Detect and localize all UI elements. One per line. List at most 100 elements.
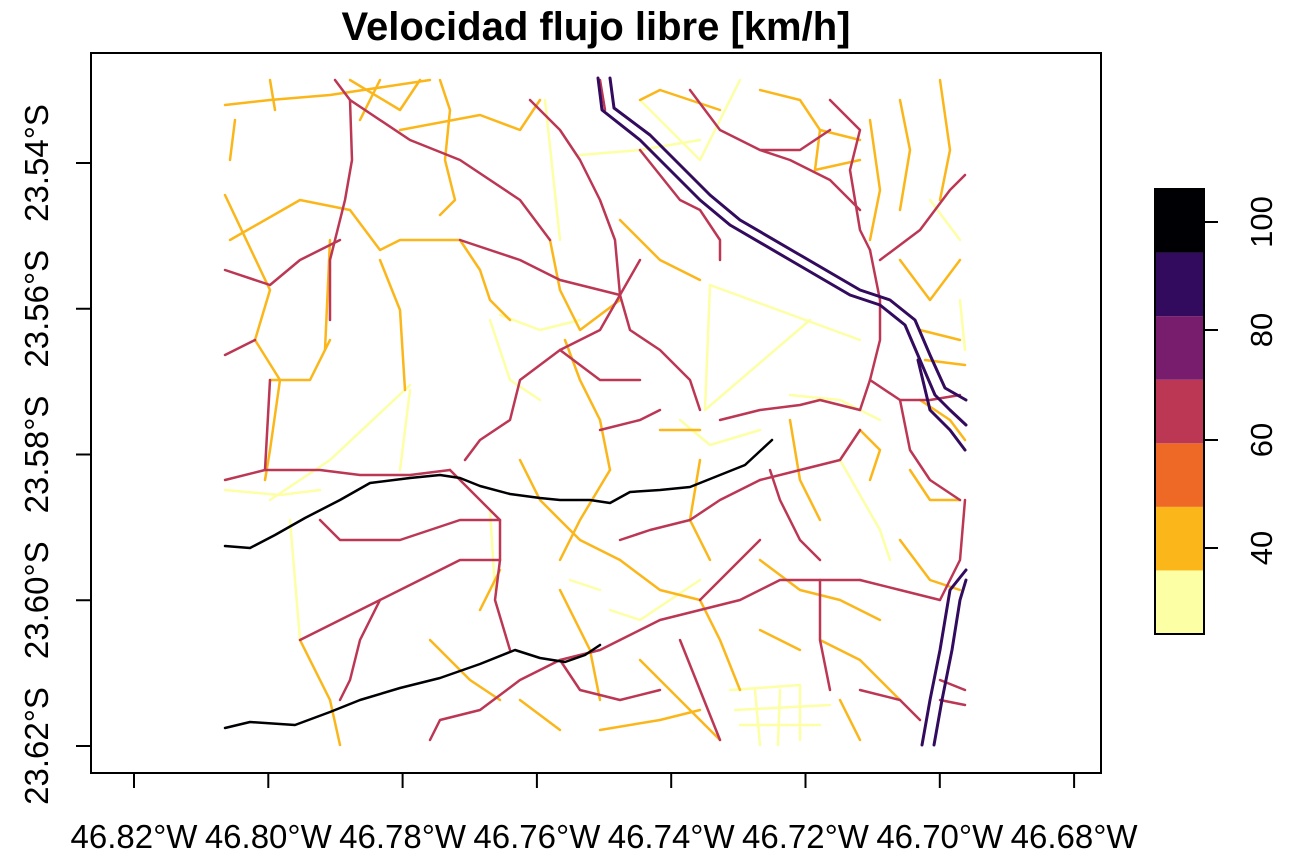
- road-segment: [733, 703, 832, 712]
- road-segment: [568, 578, 602, 592]
- road-segment: [708, 283, 862, 342]
- road-segment: [920, 568, 968, 747]
- road-segment: [598, 408, 662, 432]
- road-segment: [638, 88, 722, 112]
- road-segment: [932, 578, 968, 747]
- road-segment: [898, 258, 962, 302]
- road-segment: [596, 76, 968, 427]
- road-segment: [698, 598, 742, 692]
- legend-bin-6: [1155, 189, 1204, 253]
- road-segment: [928, 198, 962, 242]
- road-segment: [858, 578, 942, 602]
- road-segment: [858, 248, 882, 412]
- road-segment: [263, 468, 452, 477]
- road-segment: [753, 688, 762, 747]
- road-segment: [758, 628, 802, 652]
- road-segment: [548, 238, 622, 332]
- legend-bin-0: [1155, 570, 1204, 634]
- road-segment: [398, 388, 412, 472]
- road-segment: [908, 468, 962, 502]
- road-segment: [818, 578, 832, 692]
- road-segment: [398, 98, 542, 132]
- road-segment: [688, 88, 832, 152]
- road-segment: [458, 238, 642, 297]
- road-segment: [638, 78, 742, 162]
- legend-bin-5: [1155, 252, 1204, 317]
- road-segment: [268, 338, 332, 382]
- road-network: [223, 76, 968, 747]
- road-segment: [608, 578, 702, 622]
- road-segment: [618, 218, 702, 282]
- road-segment: [698, 538, 762, 602]
- legend-bin-1: [1155, 506, 1204, 571]
- road-segment: [678, 638, 722, 742]
- legend-label: 100: [1244, 196, 1279, 248]
- road-segment: [438, 78, 457, 217]
- legend-bin-3: [1155, 379, 1204, 444]
- road-segment: [918, 328, 962, 342]
- road-segment: [358, 78, 382, 122]
- road-segment: [543, 98, 562, 242]
- road-segment: [918, 398, 967, 442]
- road-segment: [868, 118, 882, 242]
- roads-high-speed: [596, 76, 968, 747]
- road-segment: [703, 283, 812, 412]
- y-tick-label: 23.56°S: [18, 250, 55, 368]
- road-segment: [618, 558, 702, 602]
- road-segment: [728, 683, 802, 742]
- road-segment: [678, 418, 762, 447]
- road-segment: [223, 488, 322, 497]
- road-segment: [428, 638, 502, 702]
- road-segment: [618, 293, 702, 412]
- x-tick-label: 46.72°W: [742, 818, 870, 855]
- road-segment: [288, 518, 302, 642]
- road-segment: [498, 313, 582, 332]
- road-segment: [338, 598, 382, 702]
- road-segment: [608, 76, 968, 402]
- road-segment: [868, 378, 962, 402]
- road-segment: [268, 383, 412, 502]
- road-segment: [428, 638, 622, 742]
- road-segment: [598, 78, 607, 112]
- y-tick-label: 23.58°S: [18, 396, 55, 514]
- road-segment: [838, 458, 892, 562]
- road-segment: [228, 198, 462, 252]
- road-segment: [223, 643, 602, 730]
- road-segment: [298, 558, 502, 642]
- y-tick-label: 23.60°S: [18, 541, 55, 659]
- y-tick-label: 23.62°S: [18, 687, 55, 805]
- road-segment: [518, 698, 562, 732]
- road-segment: [958, 298, 967, 352]
- legend-label: 40: [1244, 531, 1279, 565]
- road-segment: [858, 428, 882, 482]
- road-segment: [878, 173, 967, 262]
- road-segment: [813, 128, 862, 172]
- road-segment: [818, 638, 902, 702]
- road-segment: [223, 438, 774, 550]
- road-segment: [328, 98, 354, 322]
- road-segment: [688, 478, 762, 522]
- road-segment: [898, 98, 912, 212]
- road-segment: [223, 193, 282, 482]
- road-segment: [558, 588, 602, 702]
- road-segment: [333, 78, 552, 242]
- road-segment: [788, 393, 882, 422]
- x-axis: 46.82°W 46.80°W 46.78°W 46.76°W 46.74°W 46.72…: [71, 772, 1138, 855]
- road-segment: [223, 378, 272, 482]
- y-tick-label: 23.54°S: [18, 104, 55, 222]
- road-segment: [223, 338, 257, 357]
- road-segment: [378, 258, 407, 392]
- roads-low-speed: [223, 78, 967, 747]
- road-segment: [528, 98, 622, 297]
- road-segment: [618, 518, 692, 542]
- road-segment: [558, 348, 642, 382]
- legend-label: 60: [1244, 423, 1279, 457]
- road-segment: [758, 428, 862, 482]
- legend-bin-2: [1155, 443, 1204, 507]
- road-segment: [938, 78, 952, 202]
- road-segment: [858, 688, 922, 722]
- road-segment: [488, 508, 497, 592]
- road-segment: [223, 238, 342, 287]
- road-segment: [828, 98, 872, 252]
- road-segment: [228, 118, 237, 162]
